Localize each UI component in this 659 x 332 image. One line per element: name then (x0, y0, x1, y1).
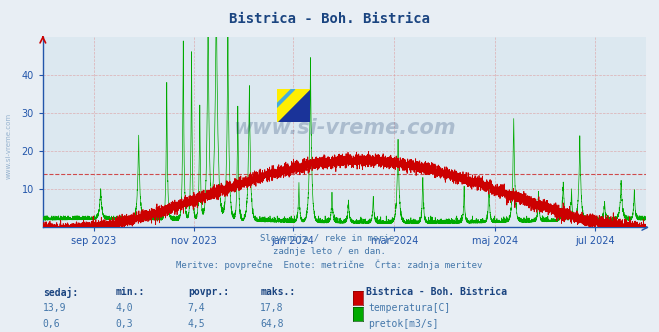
Text: 17,8: 17,8 (260, 303, 284, 313)
Text: 0,3: 0,3 (115, 319, 133, 329)
Text: sedaj:: sedaj: (43, 287, 78, 298)
Text: temperatura[C]: temperatura[C] (368, 303, 451, 313)
Text: zadnje leto / en dan.: zadnje leto / en dan. (273, 247, 386, 256)
Polygon shape (277, 89, 295, 108)
Text: min.:: min.: (115, 287, 145, 297)
Text: Bistrica - Boh. Bistrica: Bistrica - Boh. Bistrica (229, 12, 430, 26)
Text: pretok[m3/s]: pretok[m3/s] (368, 319, 439, 329)
Text: povpr.:: povpr.: (188, 287, 229, 297)
Text: Meritve: povprečne  Enote: metrične  Črta: zadnja meritev: Meritve: povprečne Enote: metrične Črta:… (177, 259, 482, 270)
Polygon shape (277, 89, 310, 123)
Text: 4,0: 4,0 (115, 303, 133, 313)
Text: www.si-vreme.com: www.si-vreme.com (5, 113, 11, 179)
Text: Bistrica - Boh. Bistrica: Bistrica - Boh. Bistrica (366, 287, 507, 297)
Polygon shape (277, 89, 310, 123)
Text: 7,4: 7,4 (188, 303, 206, 313)
Text: 13,9: 13,9 (43, 303, 67, 313)
Text: 4,5: 4,5 (188, 319, 206, 329)
Text: 64,8: 64,8 (260, 319, 284, 329)
Text: maks.:: maks.: (260, 287, 295, 297)
Text: www.si-vreme.com: www.si-vreme.com (233, 118, 455, 138)
Text: Slovenija / reke in morje.: Slovenija / reke in morje. (260, 234, 399, 243)
Text: 0,6: 0,6 (43, 319, 61, 329)
